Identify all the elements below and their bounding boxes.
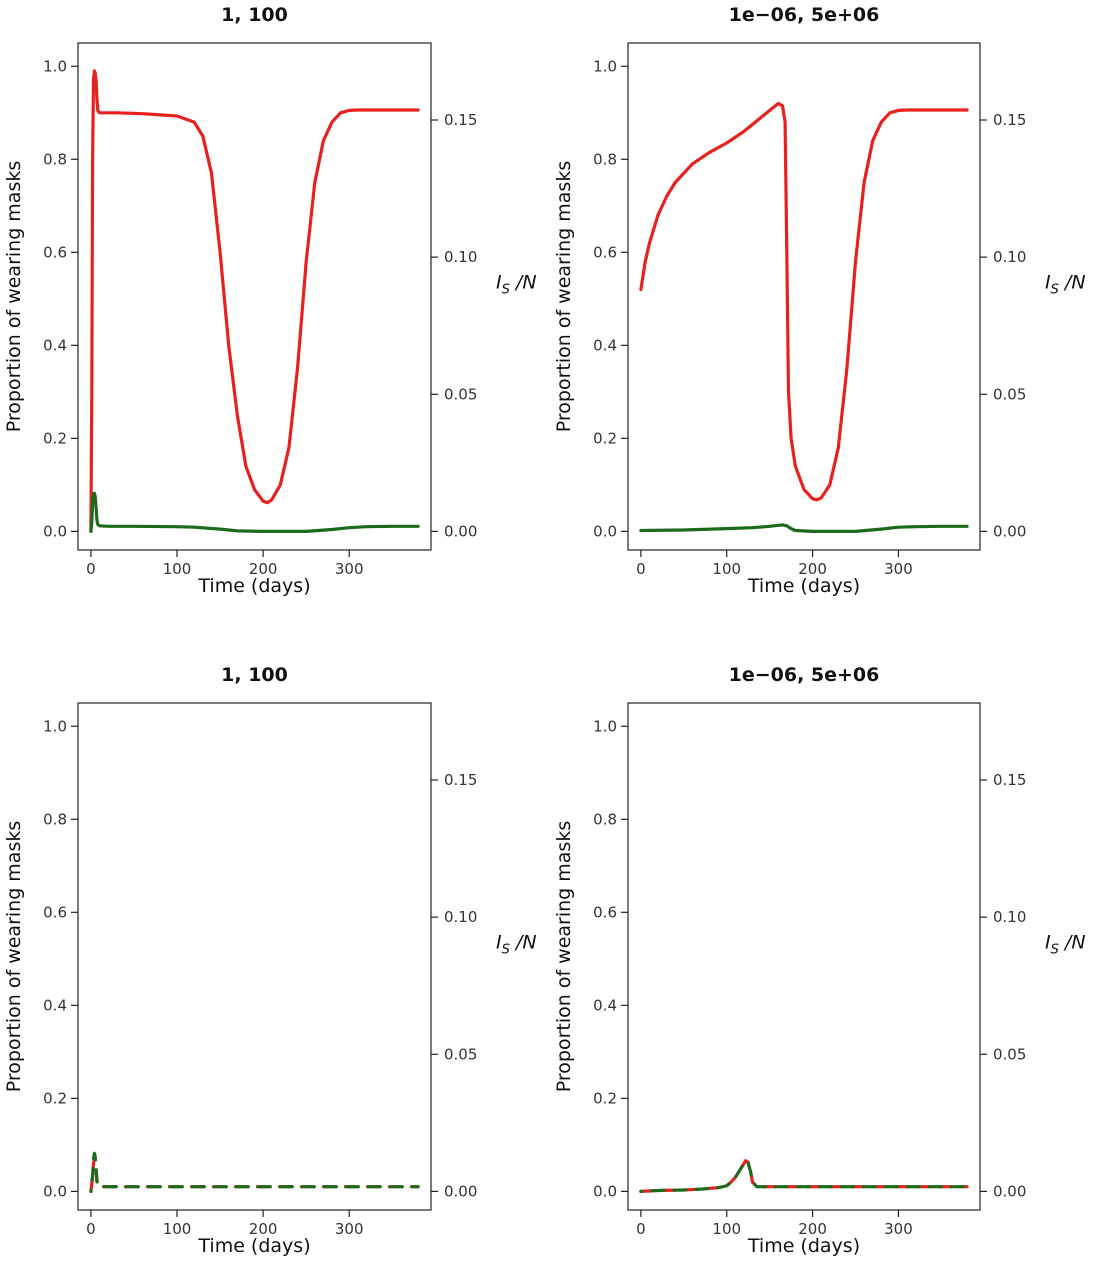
- x-tick-label: 200: [249, 560, 278, 578]
- chart-panel-1: 1, 100 0 100 200 300 Time (days) 0.0 0.2 0.4 0.6 0…: [3, 4, 537, 597]
- x-axis-label: Time (days): [197, 575, 310, 597]
- y-left-tick-label: 0.0: [43, 1182, 67, 1200]
- chart-title: 1, 100: [221, 4, 288, 26]
- y-left-tick-label: 0.2: [593, 1089, 617, 1107]
- x-tick-label: 100: [712, 1220, 741, 1238]
- plot-frame: [77, 42, 432, 551]
- y-right-axis-label: IS /N: [1045, 272, 1086, 298]
- y-left-tick-label: 0.6: [593, 243, 617, 261]
- x-axis-label: Time (days): [197, 1235, 310, 1257]
- x-tick-label: 100: [163, 560, 192, 578]
- y-left-tick-label: 0.4: [593, 996, 617, 1014]
- y-left-tick-label: 0.6: [593, 903, 617, 921]
- y-left-tick-label: 0.6: [43, 903, 67, 921]
- y-right-tick-label: 0.10: [993, 248, 1026, 266]
- y-left-tick-label: 1.0: [43, 57, 67, 75]
- plot-frame: [627, 42, 981, 551]
- x-tick-label: 200: [249, 1220, 278, 1238]
- y-left-axis-label: Proportion of wearing masks: [3, 821, 25, 1092]
- plot-frame: [77, 702, 432, 1211]
- x-tick-label: 100: [712, 560, 741, 578]
- y-left-axis-label: Proportion of wearing masks: [553, 161, 575, 432]
- x-tick-label: 300: [884, 1220, 913, 1238]
- x-axis-label: Time (days): [747, 575, 860, 597]
- y-right-tick-label: 0.00: [444, 1182, 477, 1200]
- y-right-tick-label: 0.15: [444, 771, 477, 789]
- y-right-tick-label: 0.05: [444, 385, 477, 403]
- chart-title: 1e−06, 5e+06: [729, 4, 880, 26]
- y-left-tick-label: 0.4: [43, 336, 67, 354]
- y-left-tick-label: 0.8: [43, 810, 67, 828]
- series-line-green: [89, 491, 420, 534]
- y-left-tick-label: 0.8: [593, 150, 617, 168]
- y-right-tick-label: 0.00: [993, 1182, 1026, 1200]
- series-line-green: [89, 1151, 420, 1194]
- plot-frame: [627, 702, 981, 1211]
- y-right-tick-label: 0.15: [993, 771, 1026, 789]
- series-line-green: [639, 1159, 969, 1194]
- y-left-tick-label: 1.0: [43, 717, 67, 735]
- y-right-tick-label: 0.00: [993, 522, 1026, 540]
- chart-panel-4: 1e−06, 5e+06 0 100 200 300 Time (days) 0.0 0.2 0…: [553, 664, 1086, 1257]
- y-left-tick-label: 1.0: [593, 717, 617, 735]
- x-tick-label: 200: [798, 560, 827, 578]
- y-right-tick-label: 0.10: [444, 248, 477, 266]
- y-right-tick-label: 0.05: [444, 1045, 477, 1063]
- x-tick-label: 0: [86, 560, 96, 578]
- chart-title: 1e−06, 5e+06: [729, 664, 880, 686]
- y-right-tick-label: 0.05: [993, 1045, 1026, 1063]
- x-tick-label: 300: [884, 560, 913, 578]
- y-left-tick-label: 0.2: [43, 429, 67, 447]
- y-left-tick-label: 1.0: [593, 57, 617, 75]
- y-left-tick-label: 0.0: [43, 522, 67, 540]
- y-right-axis-label: IS /N: [496, 932, 537, 958]
- y-right-tick-label: 0.00: [444, 522, 477, 540]
- x-tick-label: 100: [163, 1220, 192, 1238]
- y-right-tick-label: 0.10: [993, 908, 1026, 926]
- series-line-red: [89, 69, 420, 534]
- x-axis-label: Time (days): [747, 1235, 860, 1257]
- y-left-tick-label: 0.8: [593, 810, 617, 828]
- y-right-axis-label: IS /N: [1045, 932, 1086, 958]
- y-left-tick-label: 0.6: [43, 243, 67, 261]
- series-line-red: [639, 1159, 969, 1194]
- x-tick-label: 0: [636, 1220, 646, 1238]
- x-tick-label: 300: [335, 1220, 364, 1238]
- y-left-tick-label: 0.0: [593, 522, 617, 540]
- chart-title: 1, 100: [221, 664, 288, 686]
- x-tick-label: 300: [335, 560, 364, 578]
- y-left-tick-label: 0.2: [43, 1089, 67, 1107]
- y-right-tick-label: 0.05: [993, 385, 1026, 403]
- series-line-red: [639, 101, 969, 502]
- series-line-green: [639, 523, 969, 534]
- x-tick-label: 200: [798, 1220, 827, 1238]
- y-right-tick-label: 0.15: [444, 111, 477, 129]
- chart-panel-2: 1e−06, 5e+06 0 100 200 300 Time (days) 0.0 0.2 0…: [553, 4, 1086, 597]
- y-left-axis-label: Proportion of wearing masks: [553, 821, 575, 1092]
- y-right-tick-label: 0.10: [444, 908, 477, 926]
- y-left-tick-label: 0.0: [593, 1182, 617, 1200]
- x-tick-label: 0: [86, 1220, 96, 1238]
- y-left-tick-label: 0.4: [593, 336, 617, 354]
- x-tick-label: 0: [636, 560, 646, 578]
- y-right-axis-label: IS /N: [496, 272, 537, 298]
- y-left-tick-label: 0.4: [43, 996, 67, 1014]
- y-left-tick-label: 0.2: [593, 429, 617, 447]
- y-left-tick-label: 0.8: [43, 150, 67, 168]
- y-right-tick-label: 0.15: [993, 111, 1026, 129]
- chart-panel-3: 1, 100 0 100 200 300 Time (days) 0.0 0.2 0.4 0.6 0…: [3, 664, 537, 1257]
- y-left-axis-label: Proportion of wearing masks: [3, 161, 25, 432]
